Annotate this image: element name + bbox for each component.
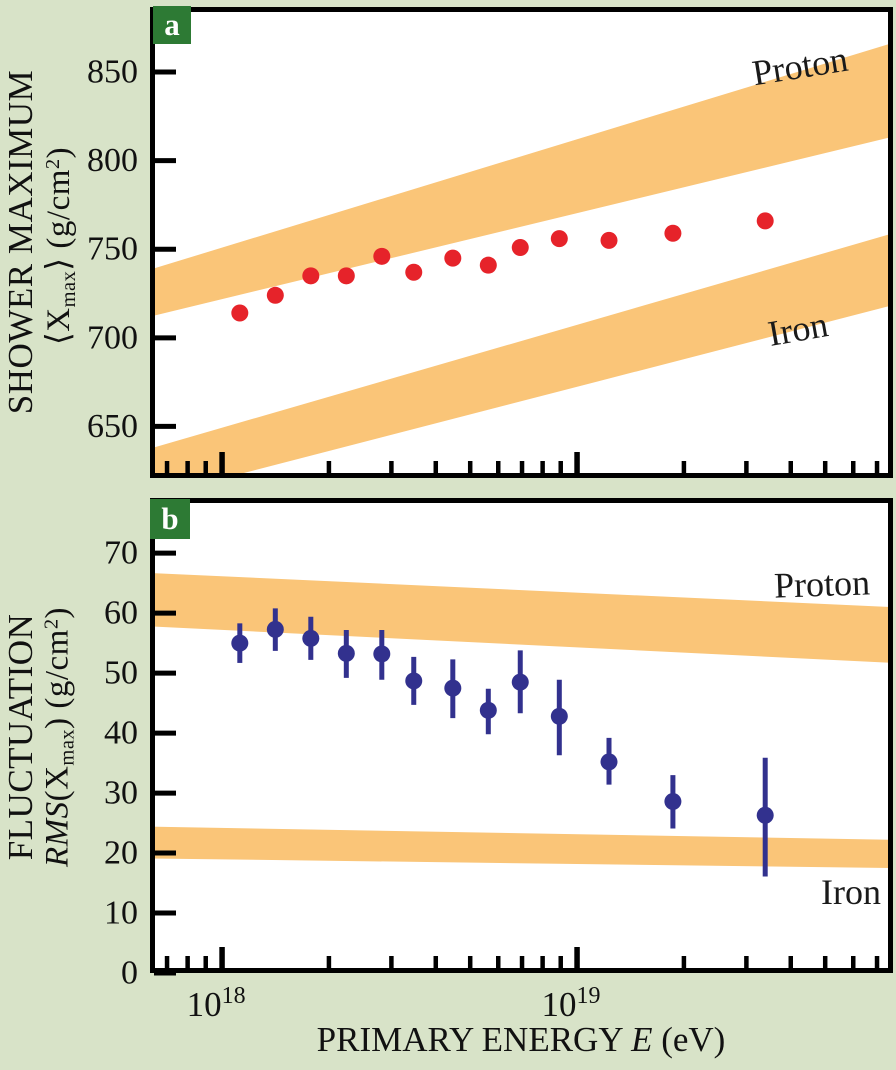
data-point-b [550,707,568,725]
y-tick-label: 750 [87,231,138,268]
data-point-b [302,629,320,647]
proton-model-band-b [150,572,893,663]
ylabel-a-subscript: max [57,270,80,308]
data-point-a [302,267,320,285]
x-tick-label: 1018 [187,983,246,1024]
xtitle-italic: E [631,1020,653,1059]
panel-b-y-axis-title-outer: FLUCTUATION [1,613,40,861]
ylabel-b-post: ) [39,606,76,619]
panel-b-frame [150,498,893,973]
y-tick-label: 30 [104,775,138,812]
data-point-b [479,701,497,719]
panel-a-letter-badge: a [153,6,191,44]
data-point-a [511,238,529,256]
panel-b-plot-area [150,498,893,973]
iron-model-band-b [150,826,893,869]
data-point-a [373,247,391,265]
ylabel-a-superscript: 2 [41,158,64,170]
data-point-b [266,620,284,638]
data-point-a [479,256,497,274]
y-tick-label: 20 [104,835,138,872]
y-tick-label: 60 [104,595,138,632]
proton-band-label-panel-b: Proton [773,562,871,606]
data-point-b [511,673,529,691]
y-tick-label: 0 [121,955,138,992]
panel-b-letter: b [161,501,179,536]
data-point-a [231,304,249,322]
ylabel-b-italic: RMS [39,801,76,868]
x-tick-label: 1019 [542,983,601,1024]
xtitle-pre: PRIMARY ENERGY [316,1020,632,1059]
ylabel-b-pre: (X [39,765,76,802]
data-point-b [337,644,355,662]
data-point-b [444,679,462,697]
iron-band-label-panel-b: Iron [821,872,881,912]
y-tick-label: 40 [104,715,138,752]
data-point-a [337,267,355,285]
data-point-a [266,286,284,304]
panel-a-y-axis-title-outer: SHOWER MAXIMUM [1,69,40,415]
y-tick-label: 650 [87,408,138,445]
panel-a-frame [150,7,893,478]
panel-b-letter-badge: b [150,499,190,539]
iron-model-band-a [150,233,893,478]
data-point-a [664,224,682,242]
data-point-a [600,231,618,249]
data-point-b [756,806,774,824]
ylabel-b-mid: ) (g/cm [39,629,76,729]
ylabel-a-post: ) [41,146,77,159]
y-tick-label: 50 [104,655,138,692]
y-tick-label: 850 [87,54,138,91]
proton-model-band-a [150,42,893,317]
ylabel-b-subscript: max [56,728,79,766]
data-point-b [405,672,423,690]
y-tick-label: 700 [87,319,138,356]
data-point-a [756,212,774,230]
panel-b-y-axis-title-inner: RMS(Xmax) (g/cm2) [39,606,79,868]
data-point-a [444,249,462,267]
ylabel-a-mid: ⟩ (g/cm [41,169,77,271]
data-point-b [600,753,618,771]
panel-a-y-axis-title-inner: ⟨Xmax⟩ (g/cm2) [38,146,80,346]
data-point-a [405,263,423,281]
data-point-a [550,230,568,248]
y-tick-label: 70 [104,535,138,572]
data-point-b [373,645,391,663]
panel-a-letter: a [164,7,180,42]
x-axis-title: PRIMARY ENERGY E (eV) [317,1020,726,1060]
ylabel-b-superscript: 2 [40,618,63,630]
ylabel-a-pre: ⟨X [41,307,77,346]
y-tick-label: 800 [87,142,138,179]
xtitle-post: (eV) [652,1020,726,1059]
y-tick-label: 10 [104,895,138,932]
data-point-b [231,634,249,652]
data-point-b [664,792,682,810]
